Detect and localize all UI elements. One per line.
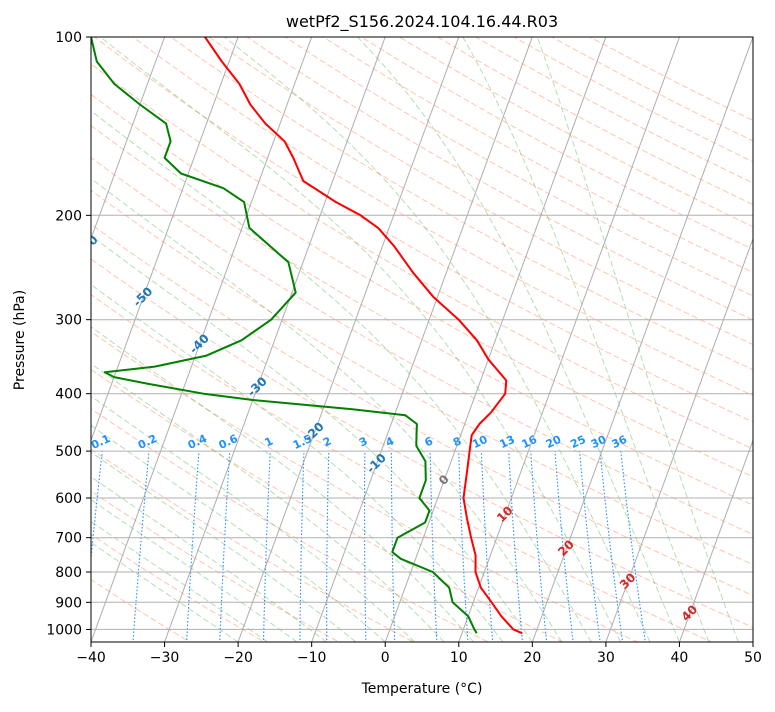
y-tick-label: 1000 <box>46 622 82 638</box>
y-tick-label: 500 <box>55 444 82 460</box>
x-tick-label: −20 <box>223 650 253 666</box>
chart-title: wetPf2_S156.2024.104.16.44.R03 <box>286 12 558 32</box>
x-tick-label: −30 <box>150 650 180 666</box>
y-tick-label: 200 <box>55 208 82 224</box>
x-tick-label: 50 <box>744 650 762 666</box>
y-tick-label: 300 <box>55 313 82 329</box>
x-tick-label: 0 <box>381 650 390 666</box>
x-axis-label: Temperature (°C) <box>361 681 483 697</box>
x-tick-label: 20 <box>523 650 541 666</box>
x-tick-label: −40 <box>76 650 106 666</box>
x-tick-label: −10 <box>297 650 327 666</box>
x-tick-label: 30 <box>597 650 615 666</box>
x-tick-label: 40 <box>671 650 689 666</box>
y-tick-label: 600 <box>55 491 82 507</box>
y-tick-label: 900 <box>55 595 82 611</box>
x-tick-label: 10 <box>450 650 468 666</box>
y-axis-label: Pressure (hPa) <box>12 290 28 390</box>
y-tick-label: 800 <box>55 565 82 581</box>
y-tick-label: 400 <box>55 387 82 403</box>
y-tick-label: 100 <box>55 30 82 46</box>
y-tick-label: 700 <box>55 531 82 547</box>
